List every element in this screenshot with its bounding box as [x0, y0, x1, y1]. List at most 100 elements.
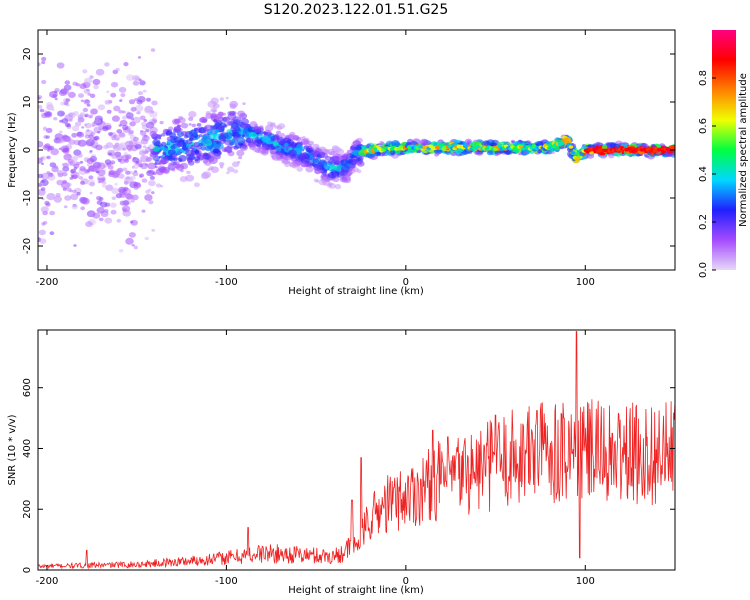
heatmap-cell	[328, 183, 336, 189]
heatmap-cell	[79, 112, 86, 117]
heatmap-cell	[245, 138, 252, 143]
heatmap-cell	[334, 183, 342, 190]
heatmap-cell	[276, 145, 280, 149]
heatmap-cell	[421, 139, 429, 146]
heatmap-cell	[181, 130, 188, 137]
heatmap-cell	[123, 152, 128, 156]
heatmap-cell	[97, 130, 101, 134]
heatmap-cell	[307, 143, 312, 147]
heatmap-cell	[284, 153, 289, 156]
heatmap-cell	[226, 171, 230, 175]
heatmap-cell	[154, 159, 161, 165]
heatmap-cell	[38, 62, 41, 67]
heatmap-cell	[149, 130, 157, 137]
heatmap-cell	[97, 104, 106, 111]
x-tick-label: -200	[36, 277, 59, 288]
heatmap-cell	[137, 91, 144, 96]
heatmap-cell	[95, 170, 100, 174]
heatmap-cell	[55, 193, 61, 197]
colorbar-gradient	[712, 30, 736, 270]
heatmap-cell	[236, 149, 245, 157]
heatmap-cell	[84, 122, 92, 129]
heatmap-cell	[320, 176, 328, 183]
heatmap-cell	[64, 195, 72, 201]
heatmap-cell	[188, 116, 194, 121]
heatmap-cell	[49, 231, 55, 236]
heatmap-cell	[107, 165, 114, 170]
heatmap-cell	[79, 166, 86, 172]
heatmap-cell	[118, 142, 127, 150]
heatmap-cell	[232, 136, 238, 141]
heatmap-cell	[95, 118, 102, 124]
heatmap-cell	[41, 112, 48, 119]
heatmap-cell	[351, 142, 358, 147]
heatmap-cell	[309, 155, 313, 159]
heatmap-cell	[270, 138, 275, 142]
snr-frame	[37, 329, 676, 571]
heatmap-cell	[96, 196, 102, 201]
heatmap-cell	[203, 152, 209, 157]
heatmap-cell	[106, 109, 112, 114]
heatmap-cell	[38, 183, 43, 187]
heatmap-cell	[161, 132, 166, 137]
heatmap-cell	[81, 197, 90, 205]
heatmap-cell	[187, 160, 195, 166]
heatmap-cell	[148, 180, 156, 187]
heatmap-cell	[139, 130, 147, 136]
heatmap-cell	[279, 133, 285, 137]
heatmap-cell	[111, 196, 117, 200]
heatmap-cell	[614, 145, 619, 149]
heatmap-cell	[66, 153, 71, 158]
heatmap-cell	[142, 89, 147, 93]
heatmap-cell	[116, 155, 123, 161]
heatmap-cell	[75, 83, 80, 87]
heatmap-cell	[267, 121, 273, 126]
snr-panel: -200 -100 0 100 0 200 400 600 Height of straig…	[7, 329, 676, 596]
heatmap-cell	[114, 182, 118, 186]
y-tick-label: 600	[22, 378, 33, 397]
heatmap-cell	[434, 152, 439, 157]
heatmap-cell	[237, 160, 241, 164]
heatmap-cell	[193, 127, 198, 131]
heatmap-cell	[49, 210, 55, 216]
heatmap-cell	[218, 136, 223, 140]
heatmap-cell	[68, 118, 73, 122]
heatmap-cell	[219, 165, 224, 169]
colorbar-tick-label: 0.0	[698, 262, 709, 278]
heatmap-cell	[140, 155, 149, 163]
heatmap-cell	[547, 150, 551, 153]
heatmap-cell	[45, 135, 50, 139]
heatmap-cell	[154, 165, 158, 169]
heatmap-cell	[130, 106, 137, 112]
heatmap-cell	[196, 123, 202, 127]
heatmap-cell	[178, 159, 183, 163]
heatmap-cell	[45, 202, 51, 207]
heatmap-ridge-cell	[579, 152, 585, 156]
heatmap-cell	[300, 152, 309, 159]
heatmap-cell	[379, 141, 384, 145]
heatmap-cell	[454, 148, 462, 155]
snr-y-axis-label: SNR (10 * v/v)	[7, 414, 18, 485]
heatmap-cell	[289, 134, 294, 139]
heatmap-cell	[97, 177, 101, 181]
heatmap-cell	[295, 144, 304, 152]
heatmap-cell	[64, 122, 71, 128]
heatmap-cell	[376, 151, 382, 156]
heatmap-cell	[171, 168, 176, 172]
heatmap-cell	[284, 142, 289, 147]
x-tick-label: -200	[36, 576, 59, 587]
heatmap-cell	[104, 202, 111, 207]
heatmap-cell	[136, 111, 141, 115]
heatmap-cell	[288, 147, 293, 151]
heatmap-cell	[46, 155, 51, 160]
heatmap-cell	[213, 148, 220, 154]
heatmap-cell	[38, 157, 43, 164]
snr-series-line	[38, 331, 675, 570]
heatmap-cell	[117, 173, 125, 179]
heatmap-cell	[315, 170, 319, 174]
heatmap-cell	[65, 98, 71, 102]
y-tick-label: 0	[22, 147, 33, 153]
heatmap-cell	[66, 182, 72, 187]
heatmap-cell	[110, 81, 119, 88]
heatmap-cell	[92, 212, 101, 219]
